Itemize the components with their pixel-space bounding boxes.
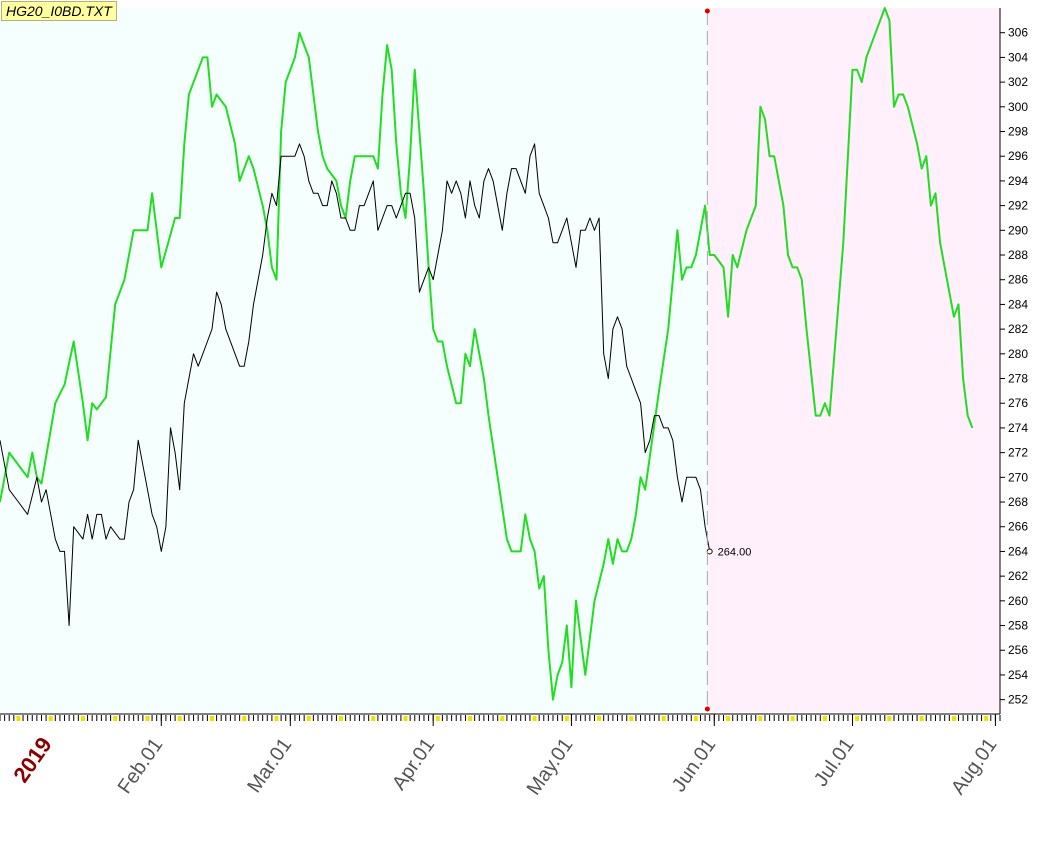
y-tick-label: 270 — [1008, 470, 1028, 484]
y-tick-label: 298 — [1008, 125, 1028, 139]
y-tick-label: 306 — [1008, 26, 1028, 40]
x-week-tick — [113, 716, 118, 721]
x-axis-ticks — [0, 715, 1001, 721]
x-week-tick — [661, 716, 666, 721]
series-layer: 264.00 — [0, 7, 974, 701]
x-week-tick — [435, 716, 440, 721]
last-value-label: 264.00 — [718, 546, 752, 558]
x-week-tick — [564, 716, 569, 721]
y-tick-label: 292 — [1008, 199, 1028, 213]
y-tick-label: 268 — [1008, 495, 1028, 509]
y-tick-label: 280 — [1008, 347, 1028, 361]
x-tick-label: Jul.01 — [810, 734, 859, 790]
year-label: 2019 — [8, 733, 57, 787]
y-tick-label: 290 — [1008, 223, 1028, 237]
y-tick-label: 262 — [1008, 569, 1028, 583]
y-tick-label: 302 — [1008, 75, 1028, 89]
y-tick-label: 296 — [1008, 149, 1028, 163]
y-tick-label: 282 — [1008, 322, 1028, 336]
forecast-divider — [704, 8, 710, 712]
x-week-tick — [758, 716, 763, 721]
x-week-tick — [984, 716, 989, 721]
x-week-tick — [145, 716, 150, 721]
x-tick-label: Aug.01 — [947, 734, 1001, 799]
x-tick-label: Jun.01 — [668, 734, 720, 796]
x-week-tick — [242, 716, 247, 721]
y-tick-label: 266 — [1008, 520, 1028, 534]
divider-top-marker — [704, 8, 710, 14]
x-week-tick — [371, 716, 376, 721]
x-week-tick — [693, 716, 698, 721]
x-week-tick — [306, 716, 311, 721]
x-tick-label: Apr.01 — [388, 734, 439, 794]
x-week-tick — [790, 716, 795, 721]
x-week-tick — [887, 716, 892, 721]
y-tick-label: 274 — [1008, 421, 1028, 435]
divider-bottom-marker — [704, 706, 710, 712]
y-tick-label: 286 — [1008, 273, 1028, 287]
y-tick-label: 276 — [1008, 396, 1028, 410]
y-tick-label: 264 — [1008, 544, 1028, 558]
x-tick-label: Mar.01 — [243, 734, 296, 797]
x-week-tick — [855, 716, 860, 721]
forecast-background — [707, 8, 1000, 712]
file-label: HG20_I0BD.TXT — [1, 1, 117, 21]
history-background — [0, 8, 708, 712]
y-tick-label: 304 — [1008, 50, 1028, 64]
x-tick-label: Feb.01 — [114, 734, 168, 798]
y-tick-label: 260 — [1008, 594, 1028, 608]
y-tick-label: 252 — [1008, 693, 1028, 707]
y-tick-label: 300 — [1008, 100, 1028, 114]
x-tick-label: May.01 — [523, 734, 578, 799]
y-tick-label: 288 — [1008, 248, 1028, 262]
forecast-line — [0, 7, 974, 701]
x-week-tick — [822, 716, 827, 721]
x-week-tick — [629, 716, 634, 721]
y-tick-label: 254 — [1008, 668, 1028, 682]
x-week-tick — [468, 716, 473, 721]
y-tick-label: 272 — [1008, 446, 1028, 460]
y-tick-label: 258 — [1008, 619, 1028, 633]
x-week-tick — [919, 716, 924, 721]
x-week-tick — [726, 716, 731, 721]
x-week-tick — [16, 716, 21, 721]
x-week-tick — [403, 716, 408, 721]
x-week-tick — [80, 716, 85, 721]
y-tick-label: 284 — [1008, 297, 1028, 311]
x-week-tick — [951, 716, 956, 721]
x-week-tick — [274, 716, 279, 721]
x-week-tick — [597, 716, 602, 721]
last-value-marker — [706, 548, 713, 555]
x-week-tick — [500, 716, 505, 721]
x-week-tick — [339, 716, 344, 721]
x-week-tick — [177, 716, 182, 721]
x-week-tick — [532, 716, 537, 721]
x-week-tick — [48, 716, 53, 721]
y-tick-label: 278 — [1008, 372, 1028, 386]
price-line — [0, 143, 711, 626]
y-tick-label: 294 — [1008, 174, 1028, 188]
y-tick-label: 256 — [1008, 643, 1028, 657]
x-axis: Feb.01 Mar.01 Apr.01 May.01 Jun.01 Jul.01 Aug.… — [0, 713, 1001, 799]
x-week-tick — [209, 716, 214, 721]
y-axis: 252 254 256 258 260 262 264 266 268 270 272 274 276 2… — [999, 8, 1028, 714]
